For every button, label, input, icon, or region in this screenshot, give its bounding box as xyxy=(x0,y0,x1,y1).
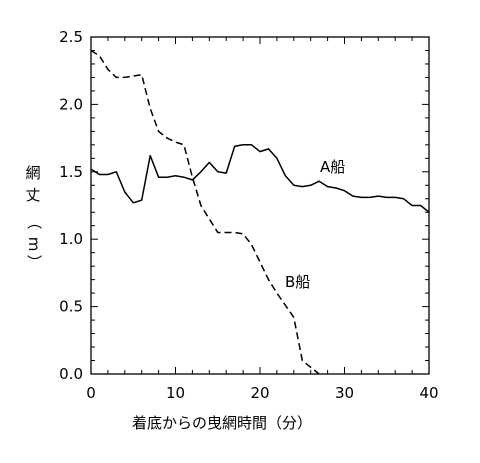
y-tick-label: 2.0 xyxy=(59,95,83,113)
y-axis-title-char-1: 網 xyxy=(25,164,40,182)
series-label-a: A船 xyxy=(320,158,345,176)
x-tick-label: 40 xyxy=(419,384,438,402)
y-tick-label: 2.5 xyxy=(59,28,83,46)
y-tick-label: 1.5 xyxy=(59,163,83,181)
plot-area xyxy=(90,36,430,375)
y-axis-title-char-2: 丈 xyxy=(25,186,40,204)
y-axis: 0.0 0.5 1.0 1.5 2.0 2.5 xyxy=(59,28,429,383)
series-layer xyxy=(90,49,430,375)
y-axis-title-char-3: （ xyxy=(25,214,43,229)
y-axis-title-char-4: m xyxy=(25,237,43,252)
x-axis: 0 10 20 30 40 xyxy=(86,37,439,402)
y-axis-title: 網 丈 （ m ） xyxy=(25,164,43,270)
series-line-a xyxy=(90,144,430,213)
series-line-b xyxy=(90,49,320,375)
x-tick-label: 30 xyxy=(335,384,354,402)
x-axis-title: 着底からの曳網時間（分） xyxy=(132,414,312,432)
y-tick-label: 1.0 xyxy=(59,230,83,248)
x-tick-label: 20 xyxy=(250,384,269,402)
series-label-b: B船 xyxy=(285,273,310,291)
x-tick-label: 10 xyxy=(166,384,185,402)
y-axis-title-char-5: ） xyxy=(25,254,43,269)
y-tick-label: 0.0 xyxy=(59,365,83,383)
y-tick-label: 0.5 xyxy=(59,298,83,316)
plot-frame xyxy=(90,36,430,375)
x-tick-label: 0 xyxy=(86,384,96,402)
